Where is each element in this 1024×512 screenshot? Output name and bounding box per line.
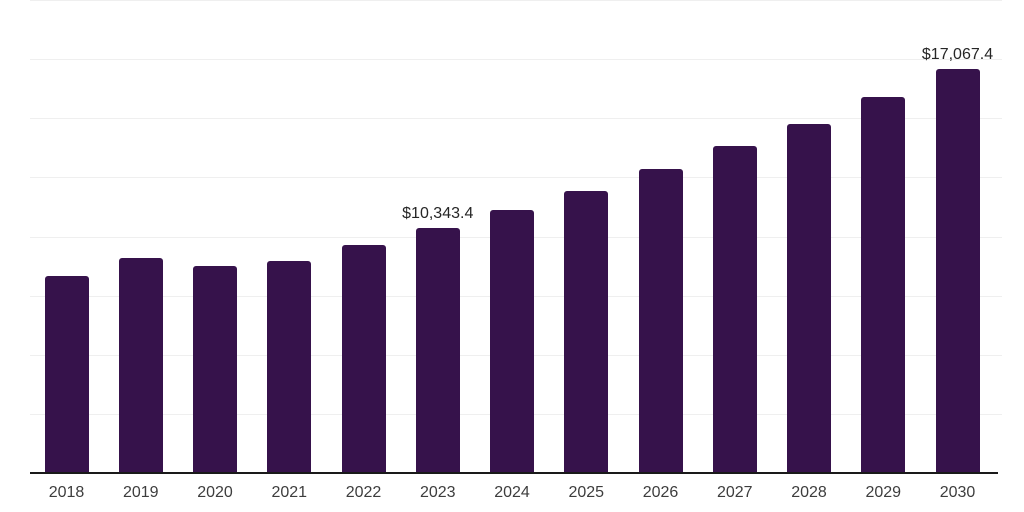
- bar-2030: [935, 69, 980, 473]
- bar-2018: [44, 275, 89, 473]
- x-tick-label-2019: 2019: [122, 484, 159, 501]
- x-tick-label-2027: 2027: [716, 484, 753, 501]
- x-tick-label-2028: 2028: [791, 484, 827, 501]
- x-tick-label-2021: 2021: [271, 484, 308, 501]
- bar-2026: [638, 169, 683, 473]
- bar-2025: [564, 190, 609, 473]
- bar-2019: [118, 258, 163, 473]
- x-tick-label-2030: 2030: [939, 484, 976, 501]
- x-tick-label-2029: 2029: [865, 484, 902, 501]
- x-axis-line: [30, 472, 998, 474]
- bar-2027: [712, 145, 757, 473]
- bar-2028: [787, 124, 831, 473]
- x-tick-label-2025: 2025: [568, 484, 605, 501]
- x-tick-label-2023: 2023: [419, 484, 456, 501]
- x-tick-label-2020: 2020: [197, 484, 233, 501]
- bar-2024: [490, 209, 534, 473]
- data-label-2030: $17,067.4: [921, 46, 994, 64]
- x-tick-label-2024: 2024: [494, 484, 530, 501]
- data-label-2023: $10,343.4: [402, 205, 474, 223]
- bar-2020: [193, 266, 237, 473]
- bar-2022: [341, 245, 386, 473]
- gridline: [30, 177, 1002, 178]
- gridline: [30, 59, 1002, 60]
- bar-2029: [861, 97, 906, 473]
- gridline: [30, 0, 1002, 1]
- bar-2023: [415, 228, 460, 473]
- x-tick-label-2018: 2018: [48, 484, 85, 501]
- x-tick-label-2026: 2026: [642, 484, 679, 501]
- bar-2021: [267, 261, 312, 473]
- x-tick-label-2022: 2022: [345, 484, 382, 501]
- gridline: [30, 118, 1002, 119]
